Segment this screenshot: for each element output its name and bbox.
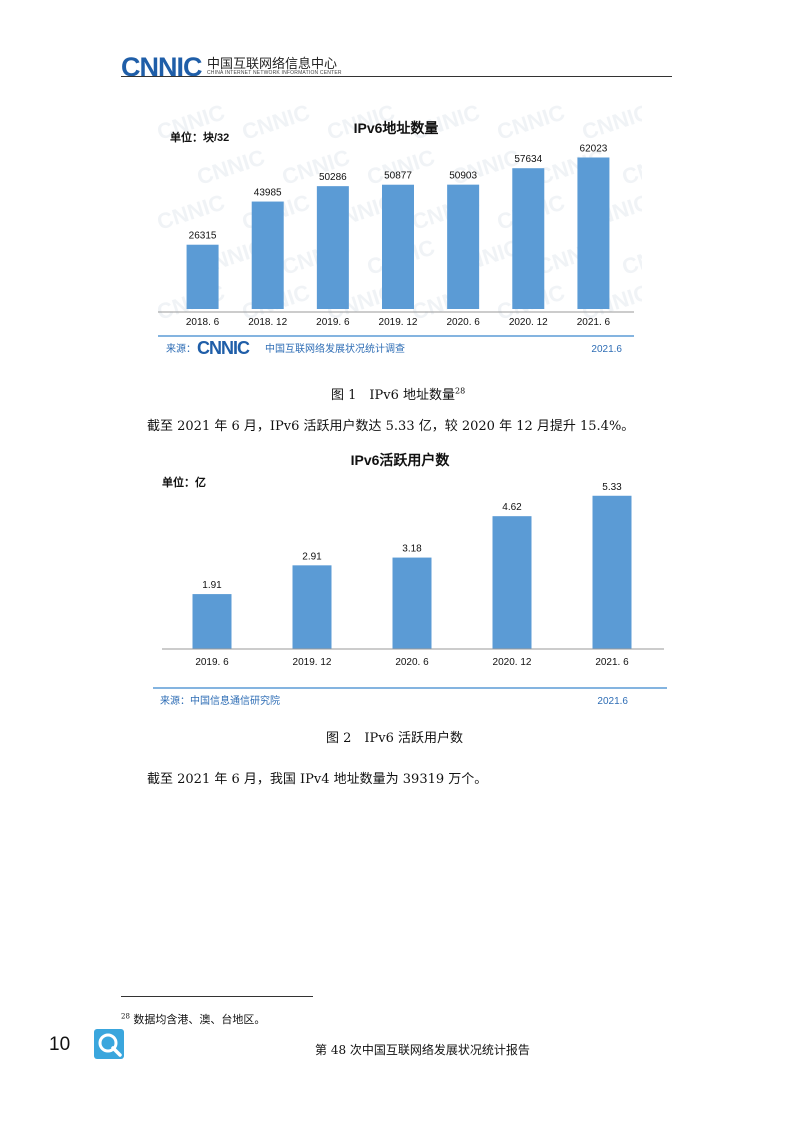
chart2-tick-label: 2020. 6	[395, 657, 429, 668]
chart2-bar	[292, 565, 332, 649]
chart1-tick-label: 2018. 6	[186, 317, 220, 328]
chart1-source-date: 2021.6	[591, 344, 622, 355]
chart2-bar	[192, 594, 232, 649]
chart1-source-label: 来源：	[166, 342, 196, 355]
chart1-bar	[382, 184, 414, 309]
chart1-data-label: 57634	[514, 154, 542, 165]
footer-report-title: 第 48 次中国互联网络发展状况统计报告	[315, 1043, 530, 1057]
chart1-bar	[316, 186, 349, 309]
chart2-unit: 单位：亿	[162, 475, 206, 489]
chart1-tick-label: 2020. 6	[446, 317, 480, 328]
chart1-bar	[447, 184, 480, 309]
chart2-bar	[592, 495, 632, 649]
chart2-data-label: 4.62	[502, 502, 522, 513]
chart1-bar	[512, 168, 545, 309]
footnote-rule	[121, 996, 313, 997]
chart1-data-label: 50877	[384, 171, 412, 182]
chart2-data-label: 3.18	[402, 544, 422, 555]
chart2-tick-label: 2019. 12	[293, 657, 332, 668]
chart1-unit: 单位：块/32	[170, 130, 229, 144]
chart1-tick-label: 2021. 6	[577, 317, 611, 328]
page-number: 10	[49, 1034, 71, 1055]
chart2-tick-label: 2019. 6	[195, 657, 229, 668]
chart1-bar	[577, 157, 610, 309]
header-rule	[121, 76, 672, 77]
chart1-data-label: 62023	[580, 143, 608, 154]
chart2-caption: 图 2 IPv6 活跃用户数	[326, 731, 464, 746]
chart2-bar	[492, 516, 532, 649]
watermark-text: CNNIC	[239, 100, 313, 145]
chart1-tick-label: 2018. 12	[248, 317, 287, 328]
chart1-tick-label: 2019. 12	[379, 317, 418, 328]
chart1-tick-label: 2019. 6	[316, 317, 350, 328]
footnote: 28 数据均含港、澳、台地区。	[121, 1012, 266, 1026]
paragraph-ipv6-users: 截至 2021 年 6 月，IPv6 活跃用户数达 5.33 亿，较 2020 …	[147, 419, 635, 434]
org-name-en: CHINA INTERNET NETWORK INFORMATION CENTE…	[207, 70, 342, 76]
chart2-title: IPv6活跃用户数	[351, 452, 451, 468]
watermark-text: CNNIC	[449, 144, 523, 189]
watermark-text: CNNIC	[619, 144, 642, 189]
chart2-data-label: 5.33	[602, 482, 622, 493]
watermark-text: CNNIC	[364, 144, 438, 189]
chart2: IPv6活跃用户数 单位：亿 1.91 2.91 3.18 4.62 5.33 2019…	[153, 452, 667, 707]
paragraph-ipv4: 截至 2021 年 6 月，我国 IPv4 地址数量为 39319 万个。	[147, 772, 488, 787]
chart1-data-label: 43985	[254, 188, 282, 199]
chart2-data-label: 1.91	[202, 580, 222, 591]
watermark-text: CNNIC	[494, 100, 568, 145]
chart2-data-label: 2.91	[302, 551, 322, 562]
chart2-source-label: 来源：中国信息通信研究院	[160, 694, 280, 707]
chart1-title: IPv6地址数量	[354, 120, 439, 136]
chart2-source-date: 2021.6	[597, 696, 628, 707]
chart2-tick-label: 2021. 6	[595, 657, 629, 668]
report-search-icon	[94, 1029, 124, 1059]
watermark-text: CNNIC	[579, 100, 642, 145]
chart1-source-logo: CNNIC	[197, 338, 250, 358]
chart2-bar	[392, 557, 432, 649]
chart1-tick-label: 2020. 12	[509, 317, 548, 328]
watermark-text: CNNIC	[154, 189, 228, 234]
chart1-source-text: 中国互联网络发展状况统计调查	[265, 342, 405, 355]
chart1-data-label: 50286	[319, 172, 347, 183]
cnnic-logo: CNNIC	[121, 52, 202, 82]
watermark-text: CNNIC	[619, 234, 642, 279]
chart1-bar	[186, 244, 219, 309]
watermark-text: CNNIC	[194, 144, 268, 189]
chart2-tick-label: 2020. 12	[493, 657, 532, 668]
chart1-bar	[251, 201, 284, 309]
org-name-cn: 中国互联网络信息中心	[207, 57, 338, 72]
chart1-data-label: 50903	[449, 171, 477, 182]
chart1-caption: 图 1 IPv6 地址数量28	[331, 386, 466, 403]
chart1-data-label: 26315	[189, 231, 217, 242]
